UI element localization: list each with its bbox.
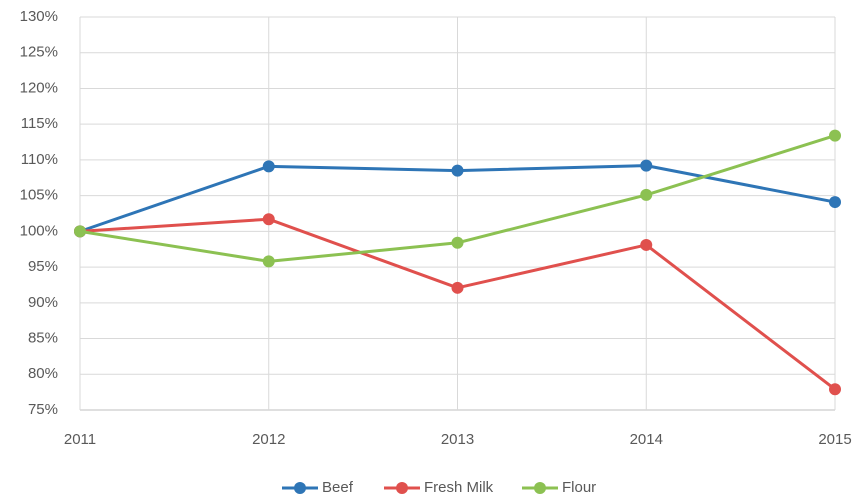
y-tick-label: 85%: [28, 330, 58, 347]
y-tick-label: 125%: [20, 44, 58, 61]
legend-label: Flour: [562, 479, 596, 496]
y-tick-label: 110%: [21, 151, 58, 168]
legend-marker: [534, 482, 546, 494]
data-point: [262, 213, 275, 226]
data-point: [262, 160, 275, 173]
x-tick-label: 2013: [441, 431, 474, 448]
x-tick-label: 2014: [630, 431, 663, 448]
y-tick-label: 80%: [28, 365, 58, 382]
legend-marker: [294, 482, 306, 494]
y-tick-label: 90%: [28, 294, 58, 311]
x-tick-label: 2015: [818, 431, 851, 448]
y-tick-label: 130%: [20, 8, 58, 25]
y-tick-label: 95%: [28, 258, 58, 275]
legend-label: Fresh Milk: [424, 479, 494, 496]
y-tick-label: 115%: [21, 115, 58, 132]
y-tick-label: 100%: [20, 222, 58, 239]
data-point: [262, 255, 275, 268]
y-tick-label: 75%: [28, 401, 58, 418]
y-tick-label: 120%: [20, 79, 58, 96]
data-point: [451, 281, 464, 294]
legend-marker: [396, 482, 408, 494]
y-tick-label: 105%: [20, 187, 58, 204]
data-point: [829, 383, 841, 396]
data-point: [74, 225, 86, 238]
data-point: [640, 159, 653, 172]
legend-label: Beef: [322, 479, 354, 496]
data-point: [829, 196, 841, 209]
data-point: [640, 188, 653, 201]
x-tick-label: 2012: [252, 431, 285, 448]
data-point: [640, 238, 653, 251]
data-point: [451, 164, 464, 177]
data-point: [451, 236, 464, 249]
data-point: [829, 129, 841, 142]
x-tick-label: 2011: [64, 431, 96, 448]
